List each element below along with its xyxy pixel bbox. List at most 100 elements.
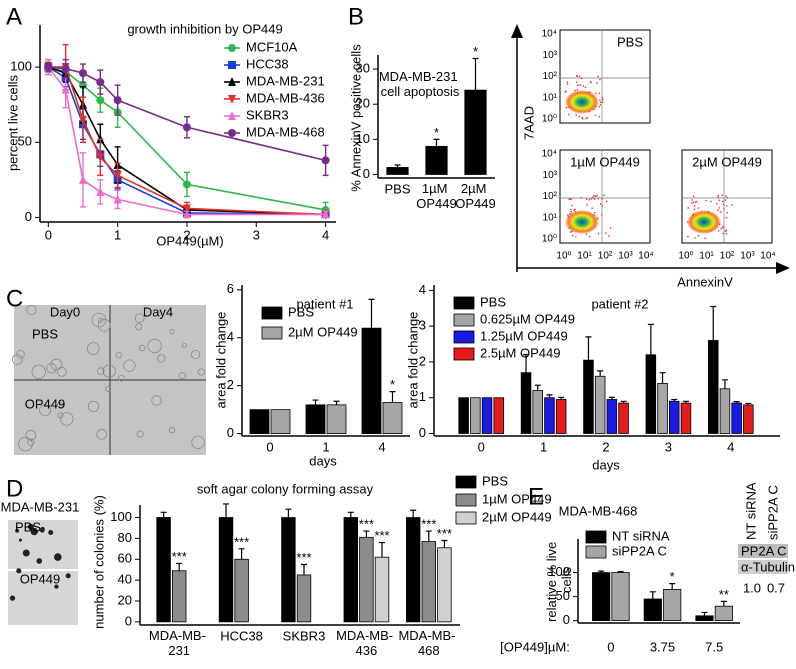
colony — [30, 527, 38, 536]
event-dot — [731, 204, 733, 206]
legend-label: HCC38 — [246, 56, 289, 71]
error-bar — [347, 511, 354, 518]
cell-texture — [169, 329, 175, 335]
cell-texture — [157, 354, 166, 363]
cell-texture — [134, 313, 145, 324]
bar — [743, 404, 754, 434]
y-tick-label: 60 — [118, 551, 132, 566]
legend-label: 1.25µM OP449 — [480, 328, 568, 343]
flow-x-label: AnnexinV — [677, 274, 733, 289]
bar — [156, 517, 171, 623]
text-line: cell apoptosis — [381, 84, 460, 99]
bar — [669, 400, 680, 434]
micrograph-label: PBS — [15, 519, 41, 534]
cell-texture — [115, 352, 123, 359]
legend-swatch — [585, 530, 607, 544]
bar — [594, 375, 606, 434]
text-line: MDA-MB-231 — [379, 69, 458, 84]
error-bar — [285, 508, 292, 518]
event-dot — [594, 195, 597, 198]
point — [228, 111, 236, 120]
x-tick-label: 1µM OP449 — [416, 181, 456, 211]
blot-band-label: α-Tubulin — [741, 559, 795, 574]
blot-lane: NT siRNA — [743, 482, 758, 540]
event-dot — [725, 216, 728, 219]
event-dot — [726, 211, 729, 214]
event-dot — [576, 75, 579, 78]
significance: *** — [296, 550, 311, 565]
bar — [234, 558, 249, 623]
x-tick-label: 0 — [45, 227, 52, 242]
bar — [657, 383, 668, 434]
bar — [583, 359, 594, 434]
error-bar — [647, 323, 654, 355]
legend-swatch — [455, 511, 477, 525]
text-line: cells — [559, 567, 574, 594]
bar — [382, 402, 403, 435]
bar — [555, 399, 567, 434]
cell-texture — [136, 430, 144, 438]
bar — [719, 388, 731, 434]
x-tick-label: 3 — [665, 439, 672, 454]
error-bar — [394, 164, 401, 168]
bar — [270, 409, 291, 435]
event-dot — [574, 89, 576, 92]
legend-label: 2µM OP449 — [288, 324, 358, 339]
legend-swatch — [585, 545, 607, 559]
point — [78, 69, 87, 78]
text-line: 1µM — [422, 181, 448, 196]
colony — [36, 558, 43, 564]
colony — [9, 595, 16, 601]
flow-tick-label: 10⁰ — [542, 114, 557, 125]
chart-title: patient #1 — [296, 296, 353, 311]
blot-ratio: 1.0 — [743, 580, 761, 595]
cell-texture — [39, 404, 51, 417]
event-dot — [725, 205, 728, 207]
event-dot — [570, 198, 572, 201]
event-dot — [608, 235, 610, 237]
point — [78, 115, 87, 125]
error-bar — [669, 583, 676, 590]
arrow-head — [776, 262, 790, 274]
x-tick-label: MDA-MB- 231 — [149, 628, 210, 658]
y-tick-label: 2 — [227, 377, 234, 392]
event-dot — [564, 91, 567, 93]
colony — [18, 538, 22, 542]
event-dot — [599, 203, 602, 205]
x-tick-label: MDA-MB- 468 — [398, 628, 459, 658]
text-line: relative % live — [544, 542, 559, 622]
error-bar — [160, 511, 167, 518]
colony — [65, 573, 71, 579]
flow-tick-label: 10⁰ — [678, 251, 693, 262]
cell-texture — [178, 372, 186, 380]
significance: *** — [234, 534, 249, 549]
event-dot — [725, 233, 728, 235]
flow-tick-label: 10⁴ — [542, 29, 557, 40]
x-axis-label: [OP449]µM: — [500, 639, 570, 654]
y-tick-label: 100 — [548, 564, 570, 579]
event-dot — [566, 83, 569, 86]
significance: *** — [359, 517, 374, 532]
error-bar — [597, 370, 604, 377]
bar — [386, 167, 409, 175]
point — [96, 78, 105, 87]
flow-tick-label: 10³ — [543, 50, 558, 61]
event-dot — [719, 211, 722, 213]
y-tick-label: 100 — [10, 59, 32, 74]
cell-texture — [86, 342, 100, 355]
cell-texture — [57, 401, 64, 409]
y-tick-label: 50 — [556, 588, 570, 603]
event-dot — [694, 237, 696, 239]
significance: ** — [719, 587, 729, 602]
point — [182, 123, 191, 132]
colony — [16, 568, 22, 574]
x-tick-label: 2µM OP449 — [455, 181, 495, 211]
colony — [48, 529, 54, 535]
significance: * — [390, 377, 395, 392]
event-dot — [588, 235, 591, 238]
cell-texture — [60, 412, 74, 426]
y-axis-label: area fold change — [213, 312, 228, 409]
point — [96, 96, 105, 105]
event-dot — [717, 194, 720, 197]
event-dot — [717, 209, 719, 211]
